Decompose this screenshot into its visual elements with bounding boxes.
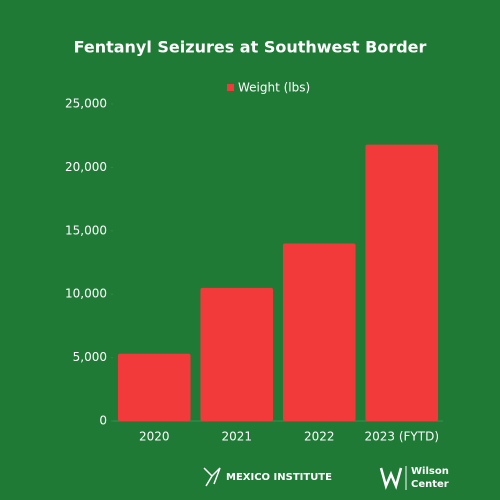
legend-label: Weight (lbs) (238, 81, 310, 95)
bar (365, 144, 439, 422)
bar (117, 353, 191, 421)
legend-swatch (227, 84, 234, 91)
x-tick-label: 2022 (304, 430, 335, 444)
x-tick-label: 2023 (FYTD) (364, 430, 439, 444)
wilson-center-logo: Wilson Center (379, 466, 449, 490)
y-tick-label: 5,000 (73, 350, 107, 364)
logo-icon (203, 467, 221, 487)
bar (282, 243, 356, 421)
y-tick-label: 0 (99, 414, 107, 428)
footer-right: Center (411, 479, 449, 490)
logo-icon (379, 467, 403, 490)
y-tick-label: 10,000 (65, 287, 107, 301)
bar (200, 287, 274, 421)
x-tick-label: 2020 (139, 430, 170, 444)
footer-right: Wilson (411, 466, 449, 477)
footer-left: MEXICO INSTITUTE (226, 472, 332, 483)
y-tick-label: 20,000 (65, 160, 107, 174)
x-tick-label: 2021 (221, 430, 252, 444)
y-tick-label: 25,000 (65, 97, 107, 111)
chart-title: Fentanyl Seizures at Southwest Border (74, 38, 427, 57)
mexico-institute-logo: MEXICO INSTITUTE (203, 467, 332, 487)
y-tick-label: 15,000 (65, 223, 107, 237)
